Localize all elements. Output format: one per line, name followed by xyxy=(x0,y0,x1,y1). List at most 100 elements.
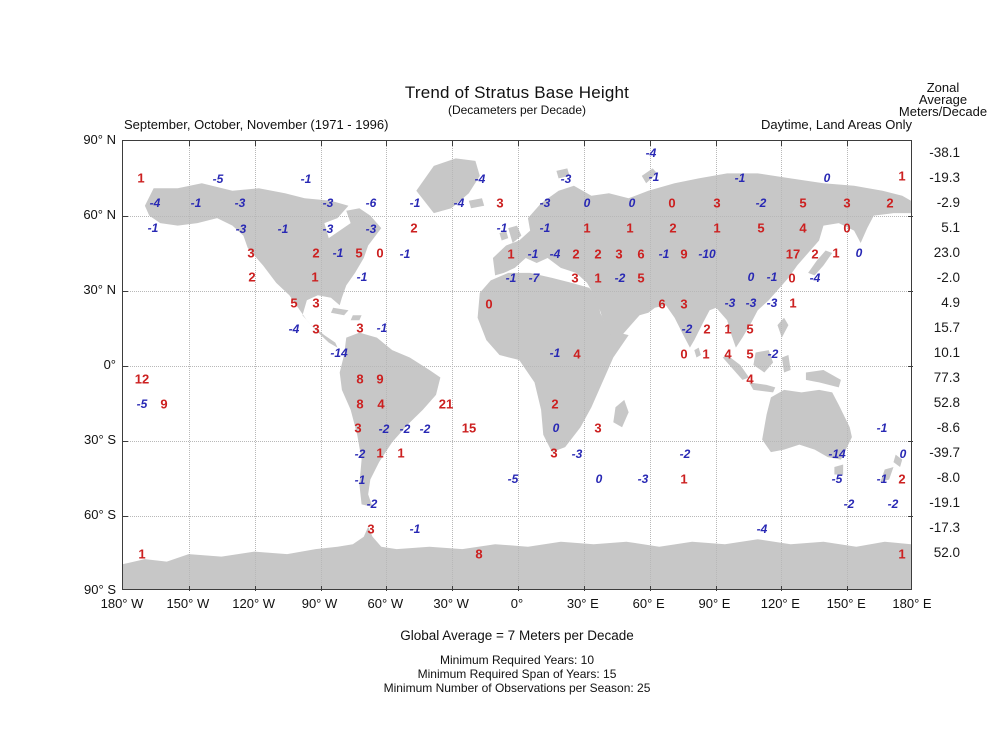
map-trend-value: 2 xyxy=(898,471,906,487)
map-trend-value: 1 xyxy=(702,346,710,362)
map-trend-value: -3 xyxy=(365,222,377,236)
map-trend-value: -6 xyxy=(365,196,377,210)
map-trend-value: -2 xyxy=(354,447,366,461)
axis-tick xyxy=(847,141,849,146)
zonal-average-value: 23.0 xyxy=(933,244,960,260)
x-axis-tick-label: 60° E xyxy=(632,596,665,611)
min-observations-note: Minimum Number of Observations per Seaso… xyxy=(383,681,651,695)
map-trend-value: 1 xyxy=(137,170,145,186)
map-trend-value: 2 xyxy=(811,246,819,262)
gridline xyxy=(254,141,256,589)
zonal-average-value: 77.3 xyxy=(933,369,960,385)
map-trend-value: -1 xyxy=(505,271,517,285)
map-trend-value: -3 xyxy=(322,196,334,210)
y-axis-tick-label: 0° xyxy=(103,357,116,372)
map-trend-value: 2 xyxy=(669,220,677,236)
map-trend-value: -4 xyxy=(453,196,465,210)
map-trend-value: 1 xyxy=(311,269,319,285)
gridline xyxy=(583,141,585,589)
map-trend-value: -5 xyxy=(507,472,519,486)
y-axis-tick-label: 30° S xyxy=(84,432,116,447)
map-trend-value: -4 xyxy=(288,322,300,336)
map-trend-value: -1 xyxy=(376,321,388,335)
map-trend-value: 3 xyxy=(312,321,320,337)
axis-tick xyxy=(583,141,585,146)
map-trend-value: -3 xyxy=(724,296,736,310)
map-trend-value: -5 xyxy=(212,172,224,186)
map-trend-value: -4 xyxy=(756,522,768,536)
map-trend-value: -1 xyxy=(277,222,289,236)
gridline xyxy=(123,516,911,517)
axis-tick xyxy=(649,141,651,146)
map-trend-value: 0 xyxy=(899,447,907,461)
y-axis-tick-label: 90° S xyxy=(84,582,116,597)
map-trend-value: 1 xyxy=(138,546,146,562)
map-trend-value: 0 xyxy=(747,270,755,284)
axis-tick xyxy=(386,586,388,591)
axis-tick xyxy=(518,141,519,146)
map-trend-value: 0 xyxy=(595,472,603,486)
zonal-average-value: 52.8 xyxy=(933,394,960,410)
map-trend-value: 5 xyxy=(746,346,754,362)
map-trend-value: 2 xyxy=(312,245,320,261)
min-years-note: Minimum Required Years: 10 xyxy=(439,653,595,667)
axis-tick xyxy=(320,586,322,591)
map-trend-value: 3 xyxy=(367,521,375,537)
map-trend-value: -3 xyxy=(571,447,583,461)
map-trend-value: 1 xyxy=(397,445,405,461)
season-label: September, October, November (1971 - 199… xyxy=(124,117,389,132)
map-trend-value: 9 xyxy=(376,371,384,387)
map-trend-value: -1 xyxy=(147,221,159,235)
map-trend-value: -1 xyxy=(496,221,508,235)
axis-tick xyxy=(847,586,849,591)
map-trend-value: 3 xyxy=(354,420,362,436)
zonal-average-value: 52.0 xyxy=(933,544,960,560)
map-trend-value: 3 xyxy=(550,445,558,461)
axis-tick xyxy=(452,586,454,591)
map-trend-value: -4 xyxy=(474,172,486,186)
map-trend-value: -3 xyxy=(322,222,334,236)
x-axis-tick-label: 60° W xyxy=(367,596,404,611)
axis-tick xyxy=(254,586,256,591)
gridline xyxy=(320,141,322,589)
map-trend-value: 1 xyxy=(898,168,906,184)
map-trend-value: -2 xyxy=(755,196,767,210)
map-trend-value: -4 xyxy=(549,247,561,261)
x-axis-tick-label: 30° W xyxy=(433,596,469,611)
map-trend-value: 21 xyxy=(438,396,454,412)
map-trend-value: -3 xyxy=(539,196,551,210)
chart-title: Trend of Stratus Base Height xyxy=(404,83,630,102)
gridline xyxy=(123,441,911,442)
map-trend-value: -2 xyxy=(887,497,899,511)
map-trend-value: -1 xyxy=(658,247,670,261)
map-trend-value: -3 xyxy=(235,222,247,236)
axis-tick xyxy=(188,586,190,591)
map-trend-value: 17 xyxy=(785,246,801,262)
map-trend-value: -3 xyxy=(560,172,572,186)
map-trend-value: 3 xyxy=(312,295,320,311)
axis-tick xyxy=(715,586,717,591)
axis-tick xyxy=(518,586,519,591)
zonal-average-value: 4.9 xyxy=(941,294,960,310)
axis-tick xyxy=(123,441,128,442)
map-trend-value: -1 xyxy=(549,346,561,360)
map-trend-value: -4 xyxy=(149,196,161,210)
map-trend-value: 3 xyxy=(843,195,851,211)
map-trend-value: 2 xyxy=(886,195,894,211)
map-trend-value: -14 xyxy=(828,447,846,461)
axis-tick xyxy=(123,291,128,292)
map-trend-value: 1 xyxy=(898,546,906,562)
global-average-label: Global Average = 7 Meters per Decade xyxy=(400,628,634,643)
y-axis-tick-label: 30° N xyxy=(83,282,116,297)
y-axis-tick-label: 90° N xyxy=(83,132,116,147)
x-axis-tick-label: 90° E xyxy=(698,596,731,611)
zonal-average-header: Zonal Average Meters/Decade xyxy=(880,81,1006,118)
map-trend-value: 3 xyxy=(496,195,504,211)
map-trend-value: -3 xyxy=(745,296,757,310)
axis-tick xyxy=(386,141,388,146)
map-trend-value: 5 xyxy=(757,220,765,236)
filter-label: Daytime, Land Areas Only xyxy=(760,117,912,132)
zonal-average-value: 15.7 xyxy=(933,319,960,335)
map-trend-value: 4 xyxy=(724,346,732,362)
zonal-average-value: -2.9 xyxy=(936,194,960,210)
